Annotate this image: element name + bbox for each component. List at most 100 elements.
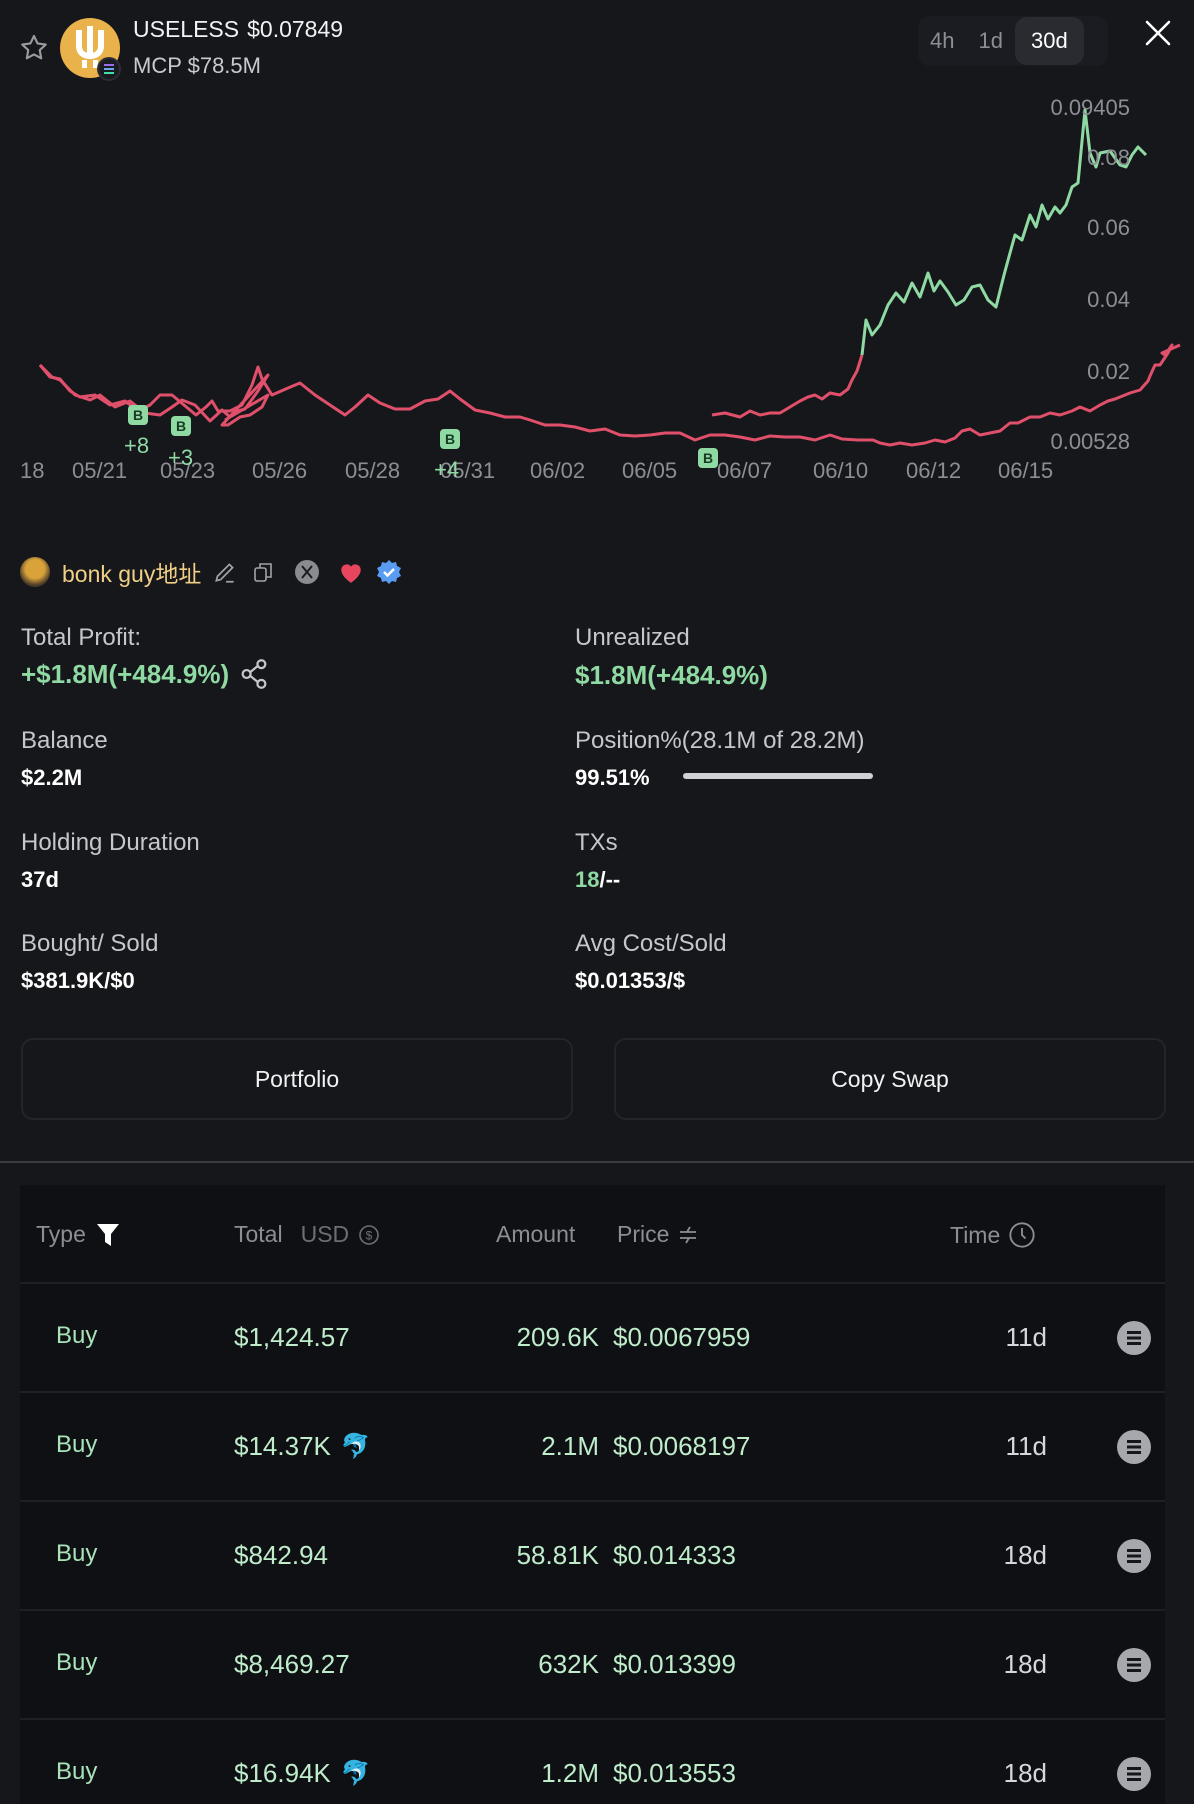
bought-sold-value: $381.9K/$0 bbox=[21, 968, 135, 993]
token-title: USELESS $0.07849 bbox=[133, 16, 343, 43]
position-label: Position%(28.1M of 28.2M) bbox=[575, 727, 865, 754]
buy-marker[interactable]: B bbox=[128, 405, 148, 425]
solana-explorer-icon[interactable] bbox=[1117, 1539, 1151, 1573]
price-line bbox=[38, 343, 1181, 447]
row-total: $1,424.57 bbox=[234, 1322, 350, 1353]
x-tick: 05/21 bbox=[72, 458, 128, 483]
total-profit-label: Total Profit: bbox=[21, 624, 142, 651]
total-profit: +$1.8M(+484.9%) bbox=[21, 658, 269, 690]
y-tick: 0.04 bbox=[1087, 287, 1130, 312]
row-total-value: $8,469.27 bbox=[234, 1649, 350, 1679]
holding-duration-label: Holding Duration bbox=[21, 829, 200, 856]
row-price: $0.013399 bbox=[613, 1649, 736, 1679]
buy-marker[interactable]: B bbox=[698, 448, 718, 468]
header-total: Total USD $ bbox=[234, 1221, 381, 1248]
section-divider bbox=[0, 1161, 1194, 1163]
tab-30d[interactable]: 30d bbox=[1014, 17, 1084, 65]
row-price: $0.014333 bbox=[613, 1540, 736, 1570]
table-header: Type Total USD $ Amount Price Time bbox=[20, 1185, 1165, 1284]
wallet-avatar bbox=[20, 557, 50, 587]
solana-icon bbox=[97, 57, 121, 81]
row-type: Buy bbox=[56, 1540, 98, 1567]
row-total-value: $14.37K bbox=[234, 1431, 331, 1461]
heart-icon[interactable] bbox=[337, 558, 365, 586]
bought-sold-label: Bought/ Sold bbox=[21, 930, 159, 957]
row-type: Buy bbox=[56, 1431, 98, 1458]
price-chart[interactable]: 0.09405 0.08 0.06 0.04 0.02 0.00528 18 0… bbox=[0, 95, 1194, 495]
row-total: $14.37K 🐬 bbox=[234, 1431, 371, 1462]
header-price[interactable]: Price bbox=[617, 1221, 699, 1248]
table-row[interactable]: Buy $1,424.57 209.6K $0.0067959 11d bbox=[20, 1284, 1165, 1393]
close-icon[interactable] bbox=[1142, 17, 1174, 49]
buy-marker-count: +4 bbox=[434, 457, 460, 482]
y-tick: 0.09405 bbox=[1050, 95, 1130, 120]
solana-explorer-icon[interactable] bbox=[1117, 1757, 1151, 1791]
table-row[interactable]: Buy $14.37K 🐬 2.1M $0.0068197 11d bbox=[20, 1393, 1165, 1502]
row-total: $842.94 bbox=[234, 1540, 328, 1571]
token-logo bbox=[60, 18, 120, 78]
clock-icon[interactable] bbox=[1008, 1221, 1036, 1249]
row-price: $0.013553 bbox=[613, 1758, 736, 1788]
x-tick: 06/05 bbox=[622, 458, 678, 483]
balance-value: $2.2M bbox=[21, 765, 83, 790]
star-icon[interactable] bbox=[18, 32, 50, 64]
row-total-value: $16.94K bbox=[234, 1758, 331, 1788]
avg-cost-label: Avg Cost/Sold bbox=[575, 930, 727, 957]
row-type: Buy bbox=[56, 1758, 98, 1785]
header-total-label: Total bbox=[234, 1221, 283, 1247]
price-line-up bbox=[711, 108, 1148, 419]
row-total: $8,469.27 bbox=[234, 1649, 350, 1680]
transactions-table: Type Total USD $ Amount Price Time Buy $… bbox=[20, 1185, 1165, 1804]
balance-label: Balance bbox=[21, 727, 108, 754]
buy-marker[interactable]: B bbox=[440, 429, 460, 449]
row-type: Buy bbox=[56, 1649, 98, 1676]
row-total-value: $842.94 bbox=[234, 1540, 328, 1570]
buy-marker-count: +3 bbox=[168, 445, 194, 470]
portfolio-button[interactable]: Portfolio bbox=[21, 1038, 573, 1120]
header-time[interactable]: Time bbox=[950, 1221, 1036, 1249]
row-price: $0.0068197 bbox=[613, 1431, 751, 1461]
x-twitter-icon[interactable] bbox=[293, 558, 321, 586]
wallet-name[interactable]: bonk guy地址 bbox=[62, 561, 202, 587]
x-tick: 06/07 bbox=[717, 458, 773, 483]
filter-icon[interactable] bbox=[96, 1222, 120, 1248]
row-price: $0.0067959 bbox=[613, 1322, 751, 1352]
table-row[interactable]: Buy $842.94 58.81K $0.014333 18d bbox=[20, 1502, 1165, 1611]
x-tick: 05/26 bbox=[252, 458, 308, 483]
txs-value: 18/-- bbox=[575, 867, 620, 893]
header-amount: Amount bbox=[496, 1221, 576, 1247]
tab-4h[interactable]: 4h bbox=[930, 28, 955, 53]
solana-explorer-icon[interactable] bbox=[1117, 1648, 1151, 1682]
x-tick: 05/28 bbox=[345, 458, 401, 483]
x-tick: 05/23 bbox=[160, 458, 216, 483]
x-tick: 18 bbox=[20, 458, 45, 483]
table-row[interactable]: Buy $8,469.27 632K $0.013399 18d bbox=[20, 1611, 1165, 1720]
position-value: 99.51% bbox=[575, 765, 650, 790]
header-type[interactable]: Type bbox=[36, 1221, 120, 1248]
whale-dolphin-icon: 🐬 bbox=[340, 1760, 371, 1787]
header-time-label: Time bbox=[950, 1221, 1001, 1248]
copy-swap-button[interactable]: Copy Swap bbox=[614, 1038, 1166, 1120]
copy-icon[interactable] bbox=[249, 558, 277, 586]
row-time: 11d bbox=[1005, 1431, 1047, 1461]
currency-toggle[interactable]: USD bbox=[300, 1221, 350, 1247]
timeframe-tabs: 4h 1d 30d bbox=[918, 16, 1108, 66]
currency-switch-icon[interactable]: $ bbox=[357, 1223, 381, 1247]
x-tick: 05/31 bbox=[440, 458, 496, 483]
buy-marker-count: +8 bbox=[124, 433, 150, 458]
total-profit-value: +$1.8M(+484.9%) bbox=[21, 658, 230, 689]
share-icon[interactable] bbox=[239, 658, 269, 690]
edit-icon[interactable] bbox=[211, 558, 239, 586]
header-type-label: Type bbox=[36, 1221, 86, 1247]
row-total: $16.94K 🐬 bbox=[234, 1758, 371, 1789]
table-row[interactable]: Buy $16.94K 🐬 1.2M $0.013553 18d bbox=[20, 1720, 1165, 1804]
token-price: $0.07849 bbox=[247, 16, 344, 42]
tab-1d[interactable]: 1d bbox=[978, 28, 1003, 53]
row-total-value: $1,424.57 bbox=[234, 1322, 350, 1352]
unrealized-value: $1.8M(+484.9%) bbox=[575, 660, 768, 690]
swap-arrows-icon[interactable] bbox=[677, 1224, 699, 1246]
whale-dolphin-icon: 🐬 bbox=[340, 1433, 371, 1460]
buy-marker[interactable]: B bbox=[171, 416, 191, 436]
solana-explorer-icon[interactable] bbox=[1117, 1430, 1151, 1464]
solana-explorer-icon[interactable] bbox=[1117, 1321, 1151, 1355]
